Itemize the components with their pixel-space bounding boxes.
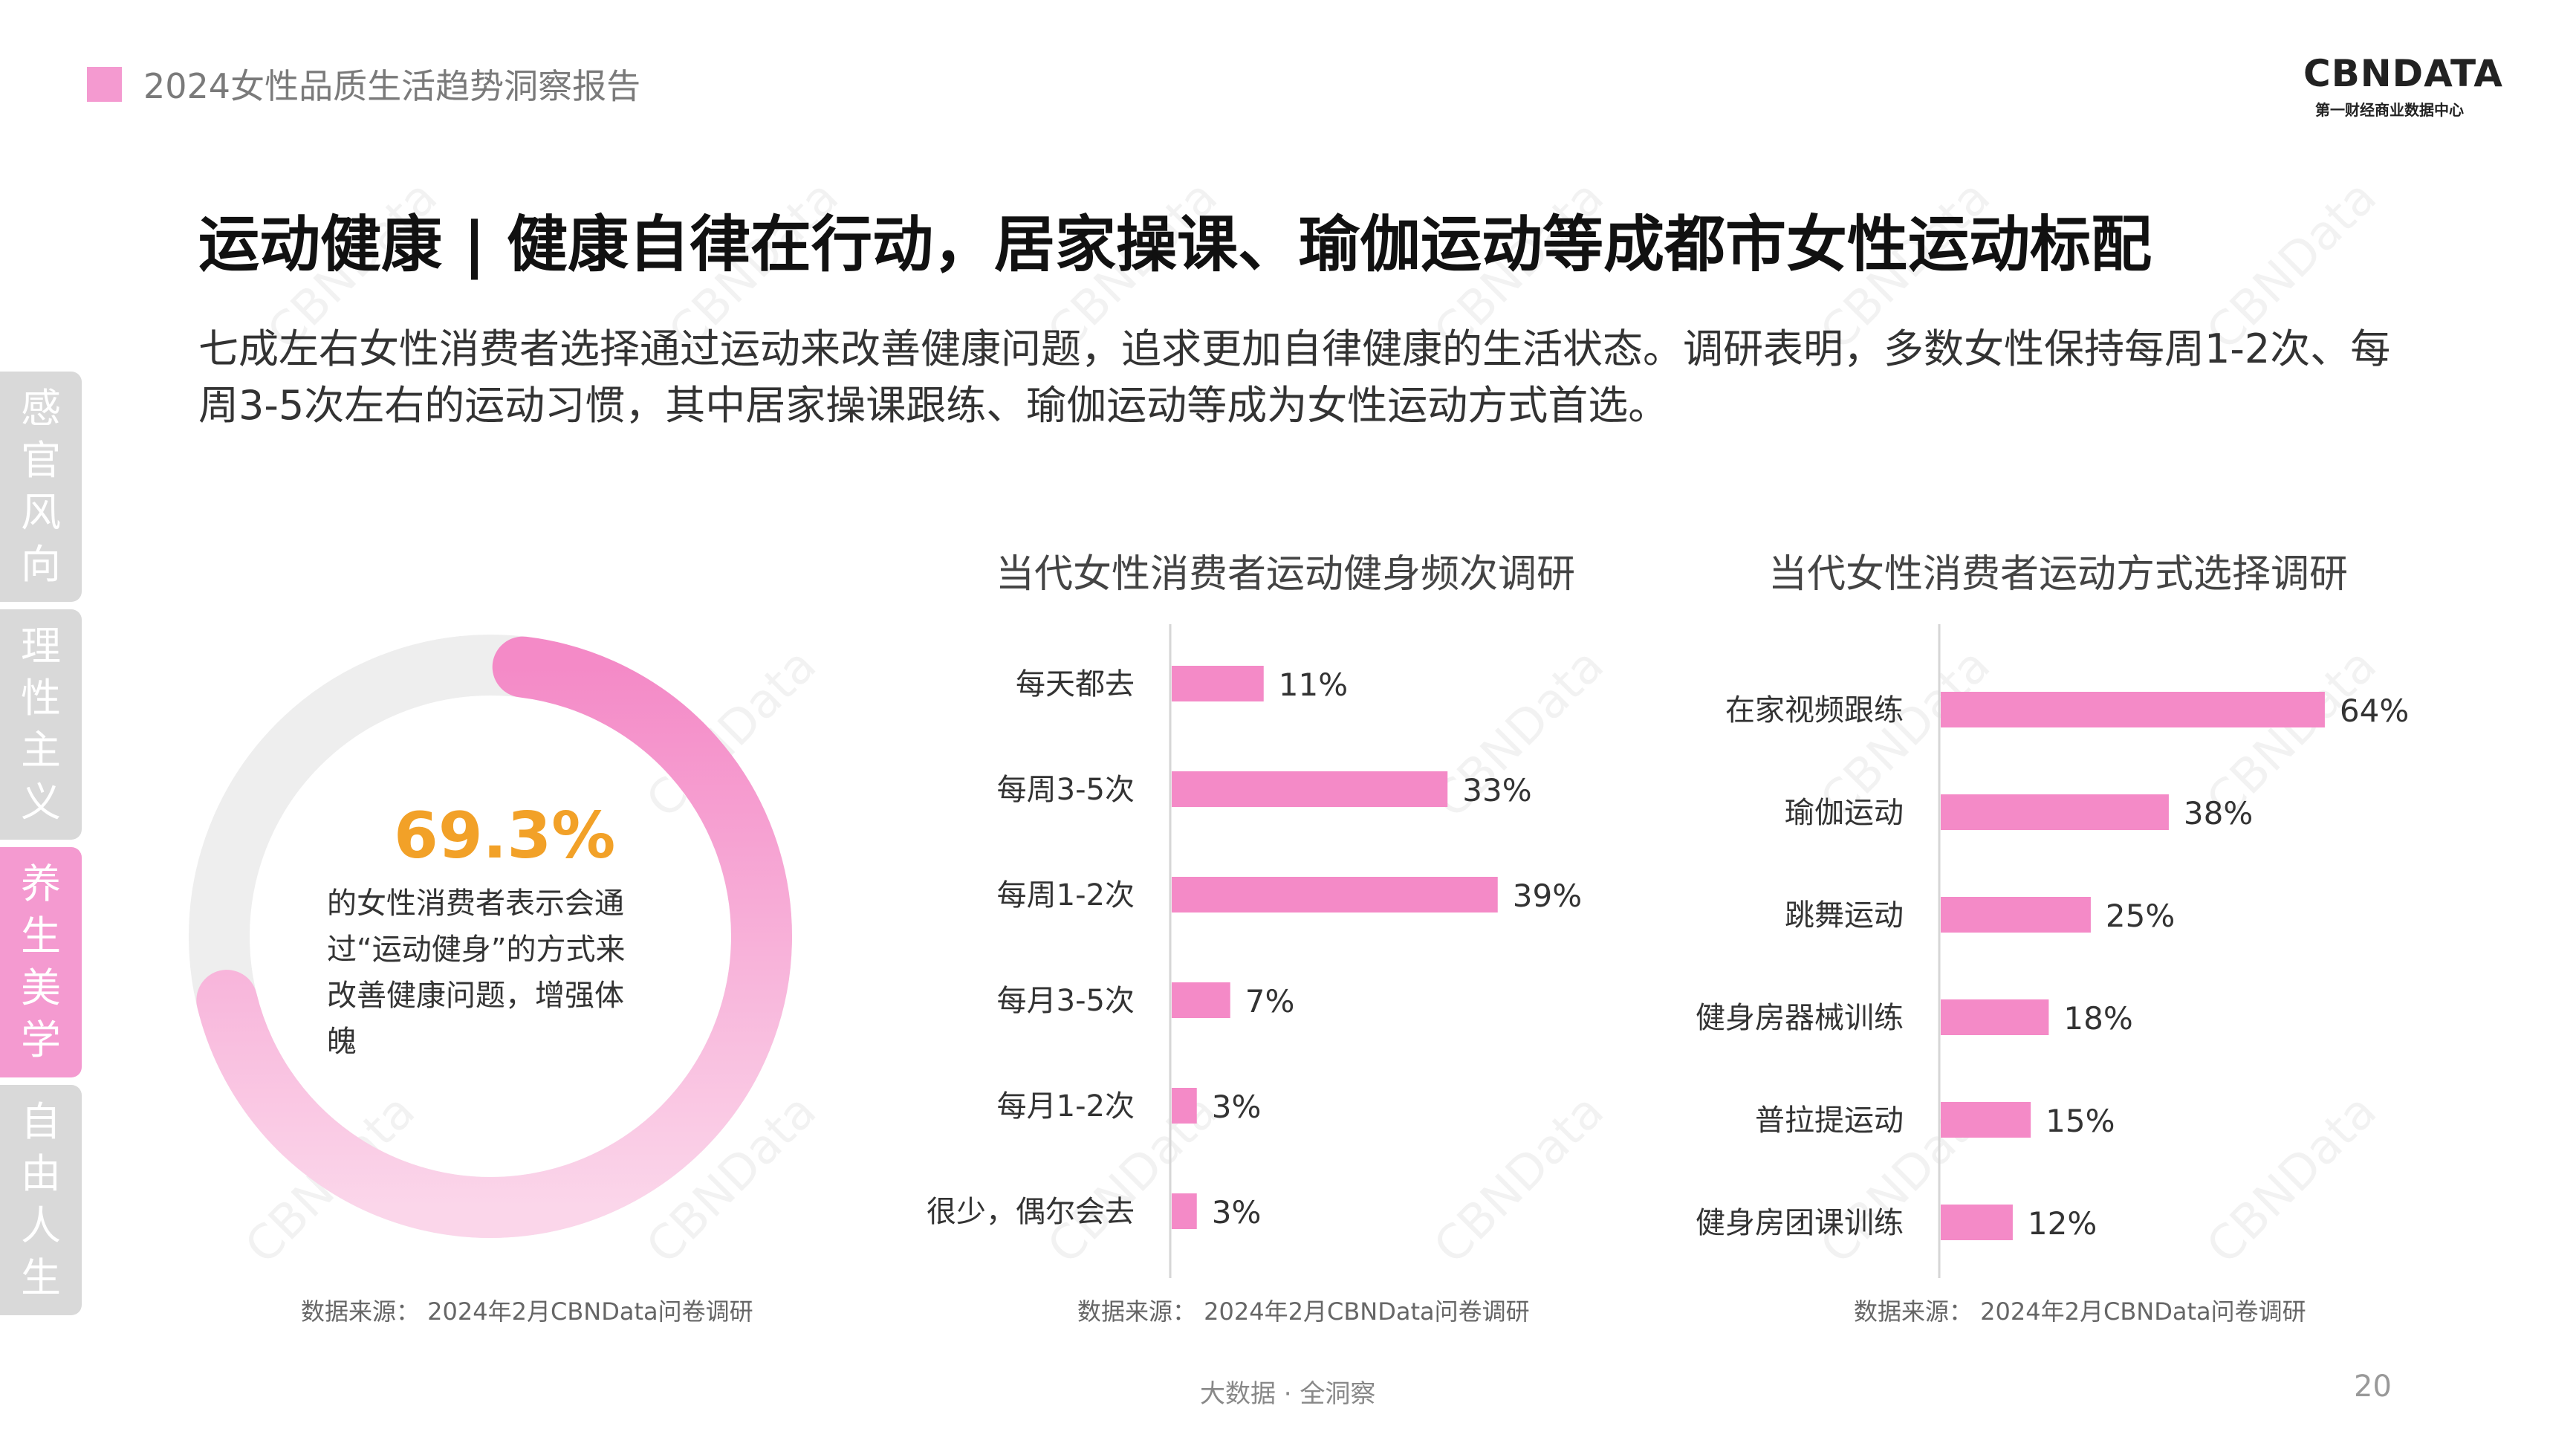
exercise-type-bars: 在家视频跟练 64% 瑜伽运动 38% 跳舞运动 25% 健身房器械训练 18% 普拉提运动 15… [1696,624,2409,1278]
donut-chart: 69.3% 的女性消费者表示会通过“运动健身”的方式来改善健康问题，增强体魄 [186,624,795,1248]
bar [1941,794,2169,830]
bar [1172,982,1230,1018]
side-tab-char: 由 [21,1150,61,1197]
chart-title: 当代女性消费者运动方式选择调研 [1768,552,2349,597]
side-tab-char: 向 [21,541,61,588]
bar [1172,666,1264,701]
category-label: 每月1-2次 [997,1089,1135,1124]
chart-title: 当代女性消费者运动健身频次调研 [996,552,1576,597]
bar [1172,1193,1197,1229]
header-color-square [87,67,122,102]
bar-value-label: 18% [2063,1000,2132,1037]
category-label: 瑜伽运动 [1785,796,1904,830]
logo-text: CBNDATA [2303,52,2503,95]
bar-value-label: 39% [1513,878,1582,914]
side-tab-2[interactable]: 养生美学 [0,847,82,1077]
bar [1172,1088,1197,1124]
page-number: 20 [2354,1369,2392,1404]
category-label: 每周3-5次 [997,773,1135,807]
side-tab-char: 感 [21,385,61,432]
footer-slogan: 大数据 · 全洞察 [1200,1379,1376,1409]
bar-value-label: 38% [2184,795,2253,832]
side-tab-label: 自由人生 [21,1096,61,1304]
bar-value-label: 25% [2106,898,2175,934]
logo-subtext: 第一财经商业数据中心 [2315,101,2464,119]
bar-value-label: 3% [1212,1089,1262,1125]
frequency-bars: 每天都去 11% 每周3-5次 33% 每周1-2次 39% 每月3-5次 7% 每月1-2次 3… [927,624,1582,1278]
bar [1172,771,1448,807]
category-label: 很少，偶尔会去 [927,1195,1135,1229]
source-middle: 数据来源： 2024年2月CBNData问卷调研 [1077,1297,1530,1326]
bar-value-label: 33% [1462,772,1531,808]
category-label: 跳舞运动 [1785,898,1904,933]
side-tab-char: 义 [21,779,61,826]
side-tab-label: 理性主义 [21,620,61,829]
side-tab-char: 官 [21,437,61,484]
donut-value-arc [196,636,792,1238]
side-tab-3[interactable]: 自由人生 [0,1085,82,1315]
bar-value-label: 3% [1212,1194,1262,1231]
category-label: 每月3-5次 [997,984,1135,1018]
page-title: 运动健康 | 健康自律在行动，居家操课、瑜伽运动等成都市女性运动标配 [198,210,2152,280]
side-tab-char: 自 [21,1098,61,1145]
category-label: 每天都去 [1016,667,1135,701]
category-label: 每周1-2次 [997,878,1135,912]
side-tab-char: 性 [21,675,61,722]
side-tab-0[interactable]: 感官风向 [0,372,82,602]
side-tab-char: 养 [21,860,61,907]
bar-value-label: 7% [1245,983,1295,1020]
bar [1941,999,2049,1035]
side-tab-1[interactable]: 理性主义 [0,609,82,840]
side-tab-char: 生 [21,912,61,959]
bar [1941,1102,2031,1138]
bar [1941,1205,2013,1240]
side-tab-char: 人 [21,1202,61,1249]
source-left: 数据来源： 2024年2月CBNData问卷调研 [301,1297,753,1326]
category-label: 健身房团课训练 [1696,1206,1904,1240]
side-tab-char: 生 [21,1254,61,1301]
bar [1941,897,2091,933]
frequency-bar-chart: 当代女性消费者运动健身频次调研 每天都去 11% 每周3-5次 33% 每周1-2次 39… [877,535,1642,1278]
side-tab-label: 感官风向 [21,383,61,591]
side-tab-char: 理 [21,623,61,670]
page-subtitle: 七成左右女性消费者选择通过运动来改善健康问题，追求更加自律健康的生活状态。调研表… [198,325,2391,429]
cbndata-logo: CBNDATA 第一财经商业数据中心 [2303,52,2511,123]
bar [1172,877,1498,912]
bar-value-label: 64% [2340,693,2409,729]
bar [1941,692,2325,727]
side-tab-char: 主 [21,727,61,774]
category-label: 健身房器械训练 [1696,1001,1904,1035]
bar-value-label: 15% [2045,1103,2115,1139]
category-label: 普拉提运动 [1755,1103,1904,1138]
bar-value-label: 12% [2028,1205,2097,1242]
bar-value-label: 11% [1279,667,1348,703]
side-tab-char: 风 [21,489,61,536]
category-label: 在家视频跟练 [1725,693,1904,727]
report-title: 2024女性品质生活趋势洞察报告 [143,66,641,106]
donut-svg [189,635,792,1238]
source-right: 数据来源： 2024年2月CBNData问卷调研 [1854,1297,2306,1326]
side-tab-char: 学 [21,1017,61,1063]
donut-value: 69.3% [394,799,616,873]
exercise-type-bar-chart: 当代女性消费者运动方式选择调研 在家视频跟练 64% 瑜伽运动 38% 跳舞运动 25% 健… [1657,535,2459,1278]
side-tab-label: 养生美学 [21,858,61,1066]
side-tab-char: 美 [21,965,61,1011]
donut-description: 的女性消费者表示会通过“运动健身”的方式来改善健康问题，增强体魄 [327,886,626,1059]
